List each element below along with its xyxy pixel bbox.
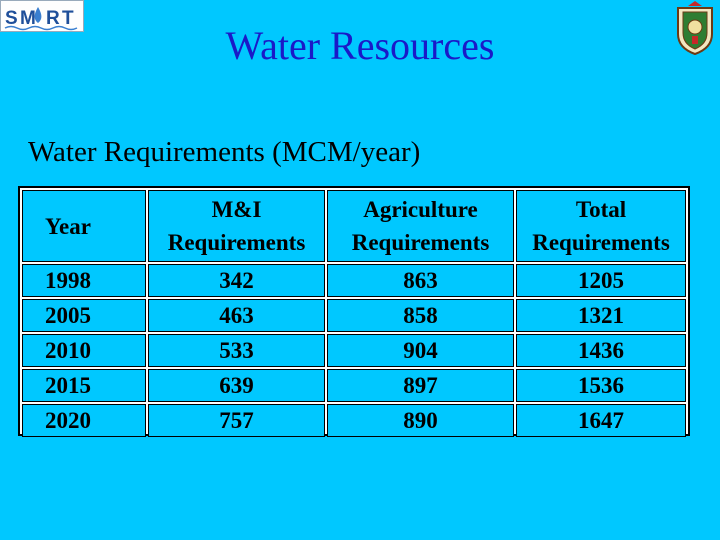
cell-total: 1321 xyxy=(516,299,686,332)
cell-agriculture: 863 xyxy=(327,264,514,297)
cell-agriculture: 890 xyxy=(327,404,514,437)
header-year: Year xyxy=(22,190,146,262)
table-row: 2010 533 904 1436 xyxy=(22,334,686,367)
header-row: Year M&I Requirements Agriculture Requir… xyxy=(22,190,686,262)
cell-agriculture: 904 xyxy=(327,334,514,367)
table-row: 2015 639 897 1536 xyxy=(22,369,686,402)
table-caption: Water Requirements (MCM/year) xyxy=(28,136,421,168)
table-row: 2020 757 890 1647 xyxy=(22,404,686,437)
header-mi-line1: M&I xyxy=(211,197,262,222)
cell-mi: 533 xyxy=(148,334,325,367)
university-emblem xyxy=(672,0,718,56)
requirements-grid: Year M&I Requirements Agriculture Requir… xyxy=(20,188,688,439)
table-row: 1998 342 863 1205 xyxy=(22,264,686,297)
header-mi-line2: Requirements xyxy=(167,230,306,255)
header-year-line1: Year xyxy=(45,213,91,239)
cell-agriculture: 858 xyxy=(327,299,514,332)
table-row: 2005 463 858 1321 xyxy=(22,299,686,332)
header-total: Total Requirements xyxy=(516,190,686,262)
header-total-line2: Requirements xyxy=(532,230,670,255)
header-total-line1: Total xyxy=(575,197,627,222)
cell-mi: 639 xyxy=(148,369,325,402)
smart-logo: S M R T xyxy=(0,0,84,32)
wave-icon xyxy=(4,25,78,31)
cell-year: 1998 xyxy=(22,264,146,297)
cell-year: 2005 xyxy=(22,299,146,332)
cell-mi: 757 xyxy=(148,404,325,437)
logo-letter-m: M xyxy=(20,8,36,29)
cell-total: 1436 xyxy=(516,334,686,367)
cell-total: 1205 xyxy=(516,264,686,297)
cell-year: 2015 xyxy=(22,369,146,402)
water-drop-icon xyxy=(34,7,42,23)
logo-letter-r: R xyxy=(46,8,60,29)
cell-mi: 342 xyxy=(148,264,325,297)
header-agriculture: Agriculture Requirements xyxy=(327,190,514,262)
water-requirements-table: Year M&I Requirements Agriculture Requir… xyxy=(18,186,690,439)
cell-year: 2010 xyxy=(22,334,146,367)
logo-letter-s: S xyxy=(5,8,18,29)
cell-agriculture: 897 xyxy=(327,369,514,402)
cell-total: 1647 xyxy=(516,404,686,437)
cell-mi: 463 xyxy=(148,299,325,332)
header-mi: M&I Requirements xyxy=(148,190,325,262)
cell-year: 2020 xyxy=(22,404,146,437)
header-agriculture-line2: Requirements xyxy=(351,230,490,255)
header-agriculture-line1: Agriculture xyxy=(363,197,478,222)
slide-title: Water Resources xyxy=(225,23,495,68)
logo-letter-t: T xyxy=(62,8,74,29)
cell-total: 1536 xyxy=(516,369,686,402)
